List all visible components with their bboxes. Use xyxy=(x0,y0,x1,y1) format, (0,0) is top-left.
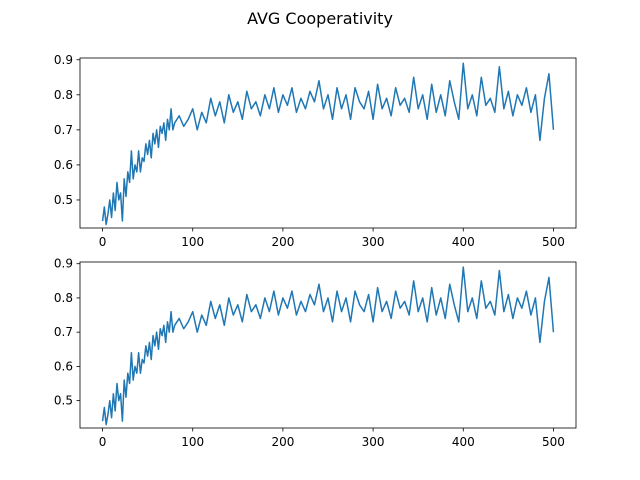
x-tick-label: 500 xyxy=(542,435,565,449)
x-tick-label: 100 xyxy=(181,435,204,449)
x-tick-label: 300 xyxy=(362,435,385,449)
x-tick-label: 0 xyxy=(99,435,107,449)
x-tick-label: 0 xyxy=(99,235,107,249)
axes-frame xyxy=(79,261,577,429)
x-tick-label: 400 xyxy=(452,235,475,249)
x-tick-label: 200 xyxy=(271,235,294,249)
figure-title: AVG Cooperativity xyxy=(247,9,393,28)
x-tick-label: 200 xyxy=(271,435,294,449)
y-tick-label: 0.9 xyxy=(54,257,73,271)
y-tick-label: 0.7 xyxy=(54,123,73,137)
axes-frame xyxy=(79,57,577,229)
y-tick-label: 0.9 xyxy=(54,53,73,67)
y-tick-label: 0.8 xyxy=(54,88,73,102)
y-tick-label: 0.8 xyxy=(54,291,73,305)
y-tick-label: 0.6 xyxy=(54,158,73,172)
subplot-bottom: 0 100 200 300 400 500 0.5 0.6 0.7 0.8 0.9 xyxy=(54,257,577,449)
x-tick-label: 100 xyxy=(181,235,204,249)
x-tick-label: 400 xyxy=(452,435,475,449)
y-tick-label: 0.6 xyxy=(54,359,73,373)
series-line-0 xyxy=(101,62,555,226)
y-tick-label: 0.5 xyxy=(54,394,73,408)
y-tick-label: 0.7 xyxy=(54,325,73,339)
series-line-0 xyxy=(101,266,555,426)
x-tick-label: 500 xyxy=(542,235,565,249)
x-tick-label: 300 xyxy=(362,235,385,249)
subplot-top: 0 100 200 300 400 500 0.5 0.6 0.7 0.8 0.9 xyxy=(54,53,577,249)
y-tick-label: 0.5 xyxy=(54,193,73,207)
